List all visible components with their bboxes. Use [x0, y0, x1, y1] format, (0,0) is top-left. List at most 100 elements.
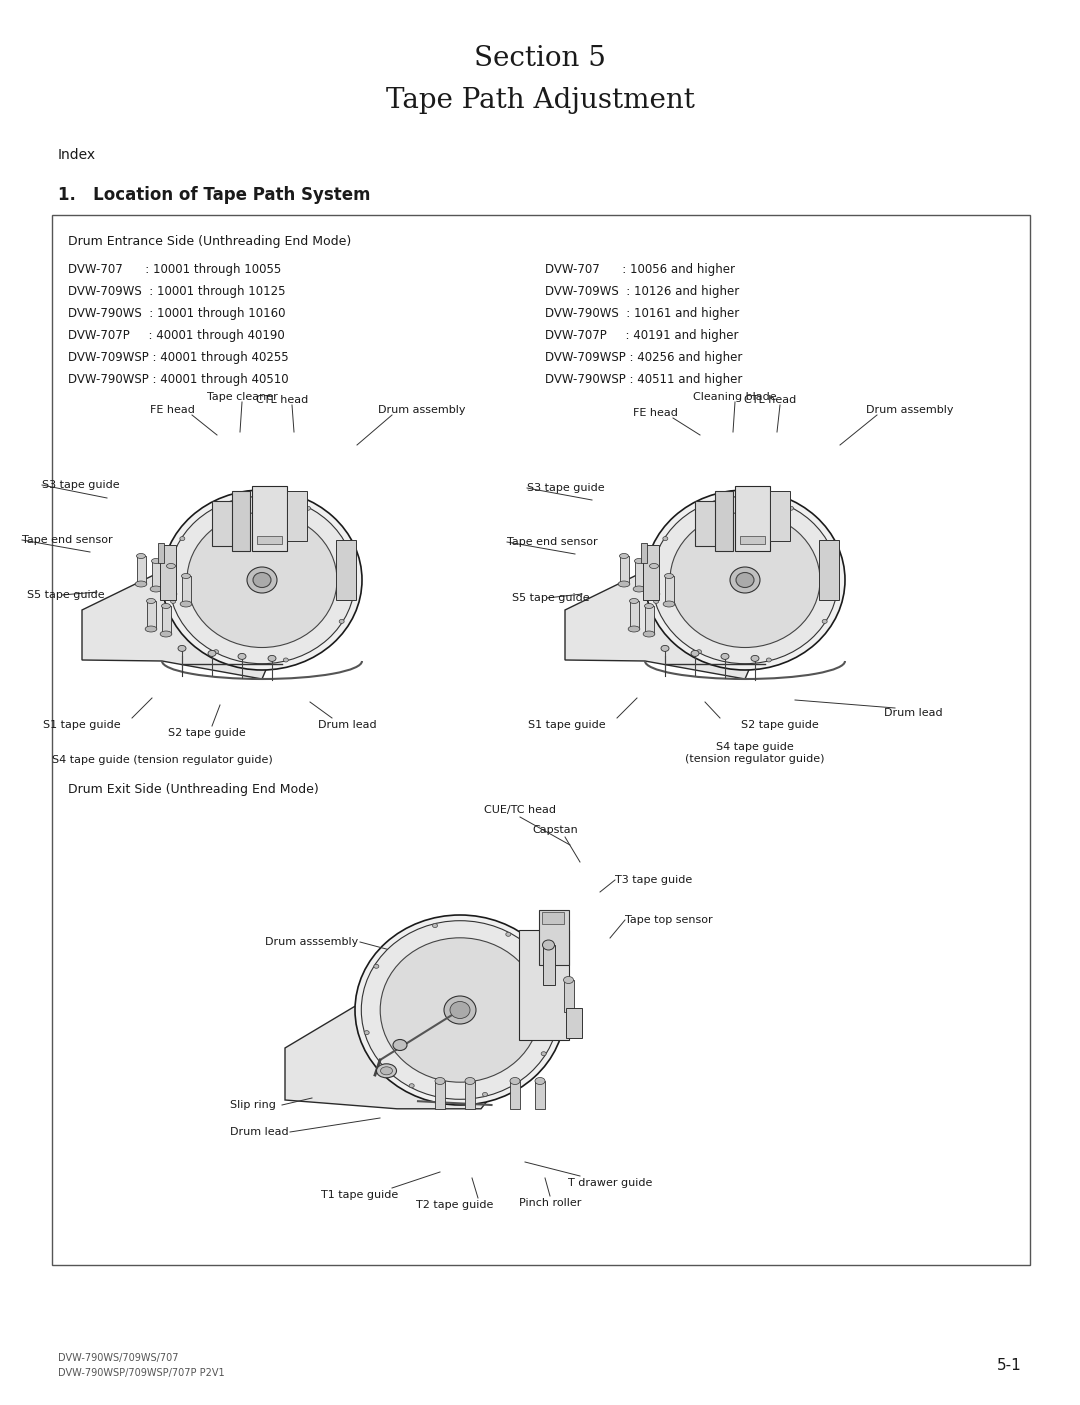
Ellipse shape — [649, 563, 659, 569]
Text: CTL head: CTL head — [744, 395, 796, 405]
Text: DVW-790WS  : 10001 through 10160: DVW-790WS : 10001 through 10160 — [68, 308, 285, 320]
Bar — [620, 556, 629, 584]
Text: CUE/TC head: CUE/TC head — [484, 805, 556, 815]
Ellipse shape — [483, 1093, 487, 1096]
Bar — [510, 1080, 519, 1109]
Text: DVW-709WS  : 10001 through 10125: DVW-709WS : 10001 through 10125 — [68, 285, 285, 298]
Text: S5 tape guide: S5 tape guide — [27, 590, 105, 600]
Text: Drum Entrance Side (Unthreading End Mode): Drum Entrance Side (Unthreading End Mode… — [68, 236, 351, 249]
Ellipse shape — [180, 601, 192, 607]
Ellipse shape — [171, 600, 176, 603]
Ellipse shape — [235, 497, 241, 502]
Ellipse shape — [542, 940, 554, 950]
Ellipse shape — [564, 976, 573, 983]
Bar — [643, 545, 659, 600]
Text: T drawer guide: T drawer guide — [568, 1177, 652, 1189]
Text: Pinch roller: Pinch roller — [518, 1198, 581, 1208]
Ellipse shape — [306, 506, 311, 510]
Bar — [645, 606, 653, 634]
Ellipse shape — [253, 572, 271, 587]
Ellipse shape — [147, 599, 156, 604]
Text: S4 tape guide
(tension regulator guide): S4 tape guide (tension regulator guide) — [685, 742, 825, 763]
Bar — [252, 486, 287, 551]
Ellipse shape — [630, 599, 638, 604]
Ellipse shape — [670, 513, 820, 648]
Ellipse shape — [645, 490, 845, 670]
Text: Slip ring: Slip ring — [230, 1100, 275, 1110]
Text: Tape Path Adjustment: Tape Path Adjustment — [386, 87, 694, 114]
Ellipse shape — [661, 645, 669, 652]
Ellipse shape — [362, 920, 558, 1099]
Ellipse shape — [180, 537, 185, 541]
Ellipse shape — [409, 1083, 415, 1087]
Ellipse shape — [214, 649, 218, 653]
Text: S2 tape guide: S2 tape guide — [168, 728, 246, 738]
Bar — [819, 540, 839, 600]
Text: T1 tape guide: T1 tape guide — [322, 1190, 399, 1200]
Ellipse shape — [822, 620, 827, 624]
Bar — [770, 490, 789, 541]
Text: FE head: FE head — [633, 407, 677, 419]
Bar — [535, 1080, 545, 1109]
Text: S5 tape guide: S5 tape guide — [512, 593, 590, 603]
Bar — [287, 490, 307, 541]
Ellipse shape — [151, 559, 161, 563]
Bar — [257, 535, 282, 544]
Bar — [542, 946, 554, 985]
Ellipse shape — [510, 1078, 519, 1085]
Ellipse shape — [751, 655, 759, 662]
Text: Drum lead: Drum lead — [230, 1127, 288, 1137]
Ellipse shape — [663, 537, 667, 541]
Bar — [696, 502, 720, 547]
Ellipse shape — [535, 1078, 545, 1085]
Bar — [630, 601, 638, 629]
Text: DVW-790WSP : 40511 and higher: DVW-790WSP : 40511 and higher — [545, 374, 742, 386]
Text: FE head: FE head — [149, 405, 194, 414]
Bar — [740, 535, 765, 544]
Ellipse shape — [349, 556, 353, 561]
Text: CTL head: CTL head — [256, 395, 308, 405]
Bar — [635, 561, 644, 589]
Bar — [642, 542, 647, 563]
Ellipse shape — [355, 915, 565, 1104]
Ellipse shape — [653, 600, 659, 603]
Bar — [539, 910, 568, 965]
Ellipse shape — [645, 604, 653, 608]
Text: Drum Exit Side (Unthreading End Mode): Drum Exit Side (Unthreading End Mode) — [68, 784, 319, 797]
Ellipse shape — [730, 568, 760, 593]
Text: Capstan: Capstan — [532, 825, 578, 835]
Ellipse shape — [618, 582, 630, 587]
Bar — [336, 540, 356, 600]
Bar — [158, 542, 164, 563]
Ellipse shape — [268, 655, 276, 662]
Text: Tape top sensor: Tape top sensor — [625, 915, 713, 924]
Polygon shape — [565, 570, 755, 679]
Polygon shape — [82, 570, 272, 679]
Bar — [566, 1007, 581, 1038]
Text: Tape end sensor: Tape end sensor — [22, 535, 112, 545]
Ellipse shape — [380, 937, 540, 1082]
Ellipse shape — [444, 996, 476, 1024]
Ellipse shape — [380, 1066, 392, 1075]
Text: S2 tape guide: S2 tape guide — [741, 719, 819, 731]
Ellipse shape — [160, 631, 172, 636]
Ellipse shape — [178, 645, 186, 652]
Ellipse shape — [374, 964, 379, 968]
Ellipse shape — [648, 592, 660, 597]
Bar — [212, 502, 237, 547]
Text: DVW-790WS/709WS/707: DVW-790WS/709WS/707 — [58, 1353, 178, 1363]
Ellipse shape — [644, 631, 654, 636]
Ellipse shape — [283, 658, 288, 662]
Bar — [564, 981, 573, 1012]
Ellipse shape — [181, 573, 190, 579]
Text: Drum lead: Drum lead — [318, 719, 376, 731]
Text: Cleaning blade: Cleaning blade — [693, 392, 777, 402]
Ellipse shape — [465, 1078, 475, 1085]
Ellipse shape — [721, 653, 729, 659]
Bar — [160, 545, 176, 600]
Ellipse shape — [435, 1078, 445, 1085]
Bar — [465, 1080, 475, 1109]
Ellipse shape — [767, 658, 771, 662]
Text: DVW-707P     : 40191 and higher: DVW-707P : 40191 and higher — [545, 330, 739, 343]
Bar — [649, 566, 659, 594]
